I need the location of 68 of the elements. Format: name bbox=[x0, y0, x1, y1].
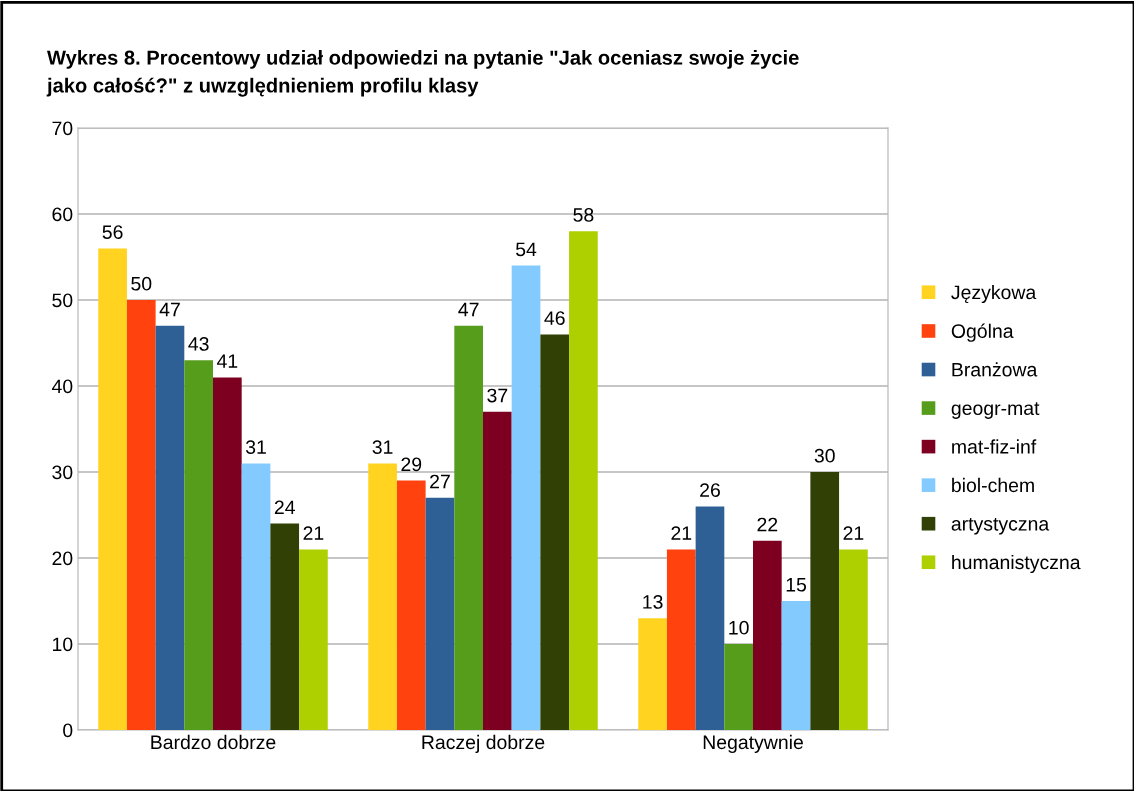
bar bbox=[184, 360, 213, 730]
bar bbox=[724, 644, 753, 730]
legend-label: Ogólna bbox=[951, 323, 1014, 342]
bar bbox=[753, 540, 782, 730]
x-tick-label: Negatywnie bbox=[703, 734, 803, 753]
bar bbox=[396, 480, 426, 730]
bar bbox=[569, 231, 598, 730]
bar bbox=[425, 497, 455, 730]
legend-label: artystyczna bbox=[951, 517, 1050, 535]
data-label: 10 bbox=[729, 620, 749, 635]
data-label: 29 bbox=[401, 457, 422, 472]
legend-label: biol-chem bbox=[952, 477, 1034, 493]
data-label: 15 bbox=[786, 578, 807, 592]
y-tick-label: 50 bbox=[52, 293, 73, 308]
bar bbox=[454, 325, 483, 730]
data-label: 30 bbox=[814, 448, 835, 463]
x-tick-label: Bardzo dobrze bbox=[151, 734, 276, 750]
chart-title: Wykres 8. Procentowy udział odpowiedzi na pytanie "Jak oceniasz swoje życie jako całość?" z uwzględnieniem profilu klasy bbox=[46, 50, 799, 97]
bar bbox=[511, 265, 541, 730]
y-tick-label: 40 bbox=[51, 379, 73, 394]
legend-label: Branżowa bbox=[952, 362, 1038, 377]
data-label: 26 bbox=[700, 483, 720, 497]
bar bbox=[695, 506, 725, 730]
data-label: 54 bbox=[516, 242, 537, 257]
data-label: 22 bbox=[757, 517, 778, 532]
data-label: 21 bbox=[843, 526, 864, 540]
bar bbox=[299, 549, 328, 730]
data-label: 46 bbox=[544, 311, 565, 325]
legend-label: humanistyczna bbox=[952, 554, 1081, 574]
data-label: 21 bbox=[671, 526, 692, 540]
legend-label: mat-fiz-inf bbox=[952, 439, 1037, 454]
bar bbox=[241, 463, 271, 730]
bar bbox=[368, 463, 397, 730]
y-tick-label: 70 bbox=[52, 121, 73, 136]
data-label: 58 bbox=[573, 208, 594, 222]
y-tick-label: 30 bbox=[52, 465, 73, 480]
y-tick-label: 60 bbox=[52, 207, 73, 222]
data-label: 27 bbox=[430, 474, 450, 489]
bar bbox=[270, 523, 300, 730]
data-label: 31 bbox=[245, 440, 266, 454]
data-label: 24 bbox=[274, 500, 295, 515]
data-label: 47 bbox=[458, 302, 479, 317]
bar bbox=[781, 601, 811, 730]
bar bbox=[839, 549, 868, 730]
bar bbox=[98, 248, 127, 730]
x-tick-label: Raczej dobrze bbox=[422, 734, 545, 753]
data-label: 43 bbox=[188, 337, 209, 351]
bar bbox=[126, 300, 156, 730]
bar bbox=[638, 618, 667, 730]
bar bbox=[155, 325, 185, 730]
data-label: 31 bbox=[372, 440, 393, 454]
data-label: 41 bbox=[216, 354, 238, 368]
legend-label: Językowa bbox=[951, 284, 1037, 304]
y-tick-label: 0 bbox=[63, 723, 73, 738]
data-label: 13 bbox=[643, 595, 663, 609]
bar bbox=[213, 377, 242, 730]
bar bbox=[540, 334, 570, 730]
legend-label: geogr-mat bbox=[951, 402, 1040, 419]
y-tick-label: 10 bbox=[53, 637, 73, 652]
y-tick-label: 20 bbox=[52, 551, 73, 566]
data-label: 47 bbox=[159, 302, 180, 317]
data-label: 50 bbox=[131, 276, 152, 291]
bar bbox=[810, 472, 840, 730]
bar bbox=[666, 549, 696, 730]
data-label: 56 bbox=[102, 225, 123, 239]
data-label: 37 bbox=[487, 388, 508, 403]
bar bbox=[483, 411, 512, 730]
data-label: 21 bbox=[303, 526, 324, 540]
